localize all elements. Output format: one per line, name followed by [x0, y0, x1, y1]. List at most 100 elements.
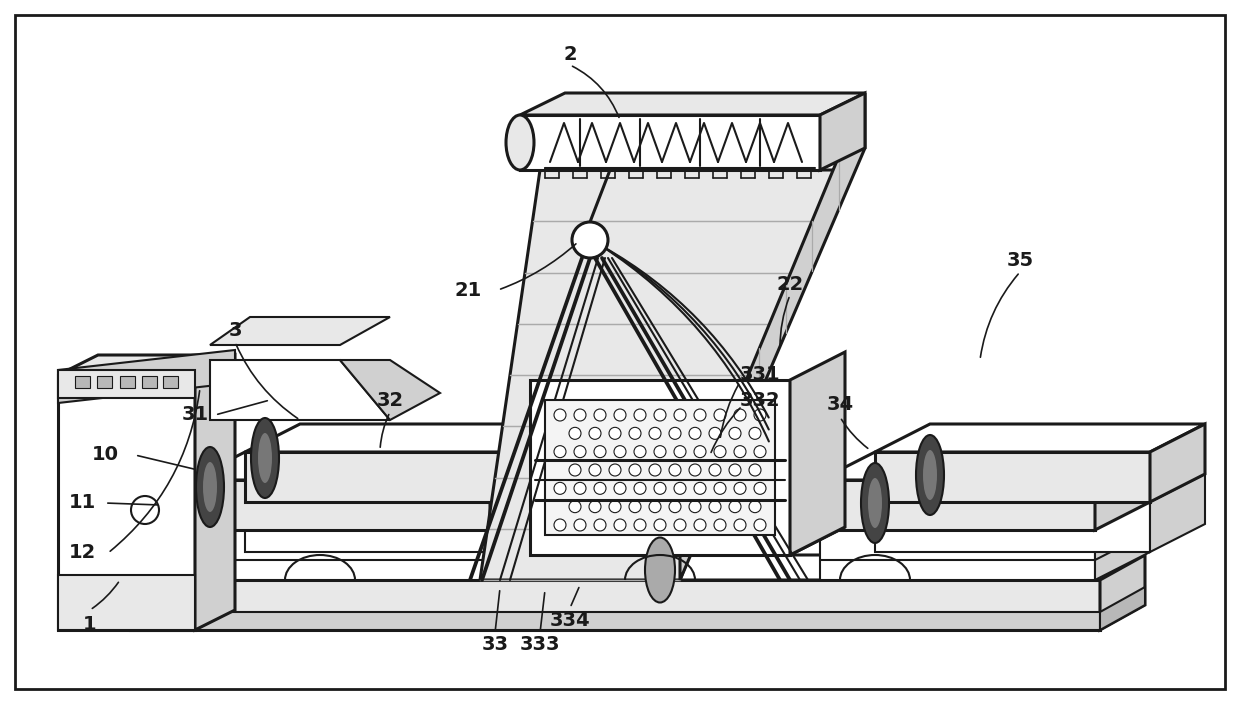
- Polygon shape: [190, 452, 546, 480]
- Circle shape: [670, 427, 681, 439]
- Text: 31: 31: [181, 406, 208, 425]
- Polygon shape: [546, 400, 775, 535]
- Polygon shape: [820, 480, 1095, 530]
- Circle shape: [749, 427, 761, 439]
- Ellipse shape: [645, 537, 675, 603]
- Ellipse shape: [250, 418, 279, 498]
- Circle shape: [734, 446, 746, 458]
- Text: 3: 3: [228, 320, 242, 339]
- Ellipse shape: [923, 450, 937, 500]
- Circle shape: [572, 222, 608, 258]
- Circle shape: [675, 482, 686, 494]
- Polygon shape: [1149, 424, 1205, 502]
- Circle shape: [574, 446, 587, 458]
- Circle shape: [569, 501, 582, 513]
- Polygon shape: [520, 93, 866, 115]
- Polygon shape: [58, 375, 195, 630]
- Circle shape: [629, 501, 641, 513]
- Polygon shape: [246, 424, 600, 452]
- Circle shape: [649, 501, 661, 513]
- Polygon shape: [58, 370, 195, 398]
- Circle shape: [729, 427, 742, 439]
- Circle shape: [709, 501, 720, 513]
- Circle shape: [594, 482, 606, 494]
- Text: 10: 10: [92, 446, 119, 465]
- Text: 35: 35: [1007, 251, 1034, 270]
- Circle shape: [609, 427, 621, 439]
- Circle shape: [554, 409, 565, 421]
- Text: 34: 34: [826, 396, 853, 415]
- Circle shape: [689, 501, 701, 513]
- Polygon shape: [130, 612, 1100, 630]
- Circle shape: [594, 446, 606, 458]
- Bar: [143, 376, 157, 388]
- Ellipse shape: [506, 115, 534, 170]
- Circle shape: [709, 464, 720, 476]
- Circle shape: [554, 519, 565, 531]
- Circle shape: [714, 446, 725, 458]
- Circle shape: [634, 446, 646, 458]
- Circle shape: [689, 427, 701, 439]
- Circle shape: [574, 409, 587, 421]
- Text: 334: 334: [549, 610, 590, 629]
- Circle shape: [694, 446, 706, 458]
- Circle shape: [614, 446, 626, 458]
- Polygon shape: [529, 380, 790, 555]
- Text: 332: 332: [740, 391, 780, 410]
- Polygon shape: [875, 452, 1149, 502]
- Ellipse shape: [861, 463, 889, 543]
- Ellipse shape: [258, 433, 272, 483]
- Circle shape: [629, 464, 641, 476]
- Circle shape: [554, 446, 565, 458]
- Circle shape: [694, 409, 706, 421]
- Circle shape: [614, 482, 626, 494]
- Polygon shape: [190, 530, 490, 580]
- Bar: [97, 376, 112, 388]
- Circle shape: [749, 464, 761, 476]
- Circle shape: [574, 519, 587, 531]
- Circle shape: [589, 464, 601, 476]
- Text: 33: 33: [481, 636, 508, 655]
- Polygon shape: [58, 355, 236, 375]
- Text: 1: 1: [83, 615, 97, 634]
- Bar: [120, 376, 135, 388]
- Circle shape: [749, 501, 761, 513]
- Polygon shape: [246, 502, 546, 552]
- Circle shape: [694, 519, 706, 531]
- Polygon shape: [58, 350, 236, 403]
- Bar: [162, 376, 179, 388]
- Text: 331: 331: [740, 365, 780, 384]
- Ellipse shape: [196, 447, 224, 527]
- Polygon shape: [546, 474, 600, 552]
- Circle shape: [569, 464, 582, 476]
- Polygon shape: [195, 355, 236, 630]
- Polygon shape: [246, 452, 546, 502]
- Circle shape: [594, 409, 606, 421]
- Polygon shape: [15, 15, 1225, 689]
- Circle shape: [634, 409, 646, 421]
- Polygon shape: [210, 317, 391, 345]
- Circle shape: [734, 409, 746, 421]
- Circle shape: [609, 501, 621, 513]
- Circle shape: [754, 446, 766, 458]
- Polygon shape: [490, 502, 546, 580]
- Text: 21: 21: [454, 280, 481, 299]
- Circle shape: [594, 519, 606, 531]
- Circle shape: [675, 409, 686, 421]
- Bar: [74, 376, 91, 388]
- Polygon shape: [490, 452, 546, 530]
- Polygon shape: [480, 170, 839, 580]
- Polygon shape: [820, 530, 1095, 580]
- Polygon shape: [875, 424, 1205, 452]
- Circle shape: [714, 519, 725, 531]
- Text: 2: 2: [563, 46, 577, 65]
- Polygon shape: [680, 93, 866, 580]
- Ellipse shape: [868, 478, 882, 528]
- Polygon shape: [1095, 452, 1149, 530]
- Circle shape: [694, 482, 706, 494]
- Circle shape: [649, 464, 661, 476]
- Polygon shape: [529, 527, 844, 555]
- Circle shape: [614, 519, 626, 531]
- Circle shape: [614, 409, 626, 421]
- Circle shape: [653, 409, 666, 421]
